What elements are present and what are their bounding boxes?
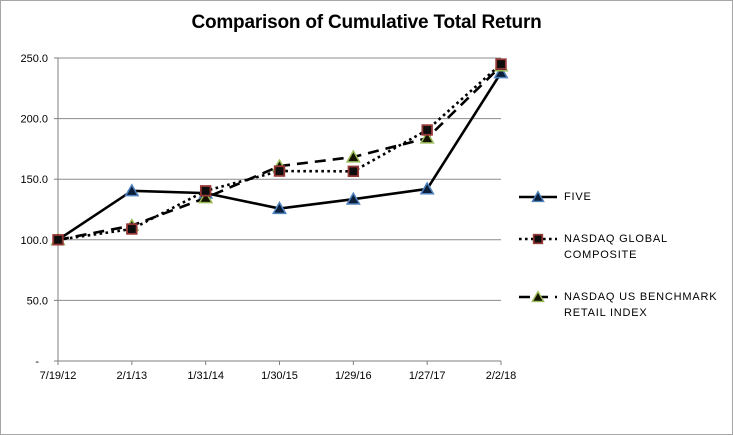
x-tick-label: 1/27/17 xyxy=(409,370,446,382)
legend-marker-dotted-icon xyxy=(519,233,557,245)
series-marker-1 xyxy=(495,58,507,70)
series-marker-0 xyxy=(419,181,435,195)
series-marker-1 xyxy=(273,165,286,177)
series-marker-1 xyxy=(126,223,138,235)
legend-label-2: NASDAQ US BENCHMARK RETAIL INDEX xyxy=(564,291,718,319)
x-tick-label: 1/30/15 xyxy=(261,370,298,382)
series-marker-2 xyxy=(198,190,214,204)
y-tick-label: 150.0 xyxy=(20,174,48,186)
legend: FIVE NASDAQ GLOBAL COMPOSITE NASDAQ US BEN… xyxy=(519,189,724,347)
y-tick-label: 250.0 xyxy=(20,53,48,65)
legend-label-0: FIVE xyxy=(564,191,592,203)
series-marker-0 xyxy=(272,201,287,215)
x-tick-label: 2/1/13 xyxy=(117,370,148,382)
series-marker-2 xyxy=(345,149,361,163)
y-tick-label: - xyxy=(35,356,39,368)
series-marker-0 xyxy=(345,191,361,205)
chart-title: Comparison of Cumulative Total Return xyxy=(191,12,542,33)
y-tick-label: 50.0 xyxy=(27,295,48,307)
series-marker-1 xyxy=(347,165,360,178)
legend-label-1: NASDAQ GLOBAL COMPOSITE xyxy=(564,233,668,261)
series-marker-1 xyxy=(199,185,212,197)
legend-item-2: NASDAQ US BENCHMARK RETAIL INDEX xyxy=(519,289,724,321)
series-marker-1 xyxy=(421,124,433,136)
x-tick-label: 1/29/16 xyxy=(335,370,372,382)
series-marker-2 xyxy=(419,130,435,144)
x-tick-label: 1/31/14 xyxy=(187,370,224,382)
y-tick-label: 200.0 xyxy=(20,114,48,126)
legend-marker-solid-icon xyxy=(519,190,557,203)
series-line-0 xyxy=(57,72,503,241)
legend-item-1: NASDAQ GLOBAL COMPOSITE xyxy=(519,231,724,263)
legend-marker-dashed-icon xyxy=(519,290,557,303)
y-tick-label: 100.0 xyxy=(20,235,48,247)
series-marker-0 xyxy=(124,183,140,197)
x-tick-label: 2/2/18 xyxy=(486,370,517,382)
x-tick-label: 7/19/12 xyxy=(40,370,77,382)
legend-item-0: FIVE xyxy=(519,189,724,205)
series-marker-1 xyxy=(52,234,64,246)
series-marker-0 xyxy=(493,65,509,79)
